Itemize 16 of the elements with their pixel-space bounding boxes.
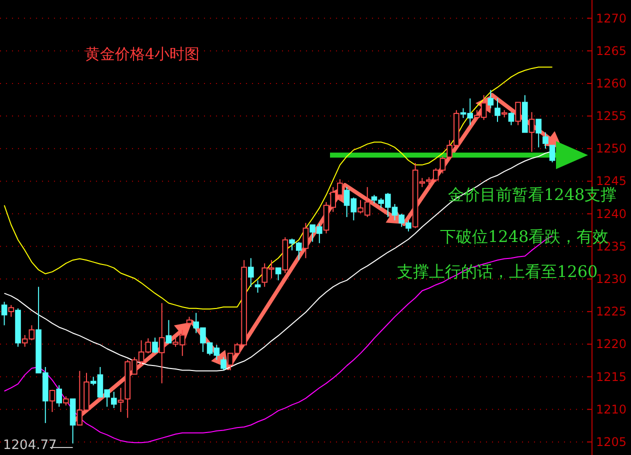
y-tick-label: 1250 bbox=[596, 142, 627, 156]
y-tick-label: 1270 bbox=[596, 11, 627, 26]
text: 黄金价格4小时图 bbox=[85, 45, 200, 63]
y-tick-label: 1240 bbox=[596, 206, 627, 221]
y-tick-label: 1265 bbox=[596, 44, 627, 58]
y-tick-label: 1245 bbox=[596, 174, 627, 188]
y-tick-label: 1255 bbox=[596, 109, 627, 124]
y-tick-label: 1230 bbox=[596, 272, 627, 286]
y-tick-label: 1205 bbox=[596, 434, 627, 449]
y-tick-label: 1260 bbox=[596, 76, 627, 90]
y-tick-label: 1220 bbox=[596, 337, 627, 352]
y-tick-label: 1210 bbox=[596, 402, 627, 416]
y-tick-label: 1225 bbox=[596, 304, 627, 319]
annotation: 1204.77 bbox=[3, 438, 57, 453]
y-tick-label: 1215 bbox=[596, 370, 627, 384]
annotation: 1204.77 bbox=[3, 438, 74, 453]
